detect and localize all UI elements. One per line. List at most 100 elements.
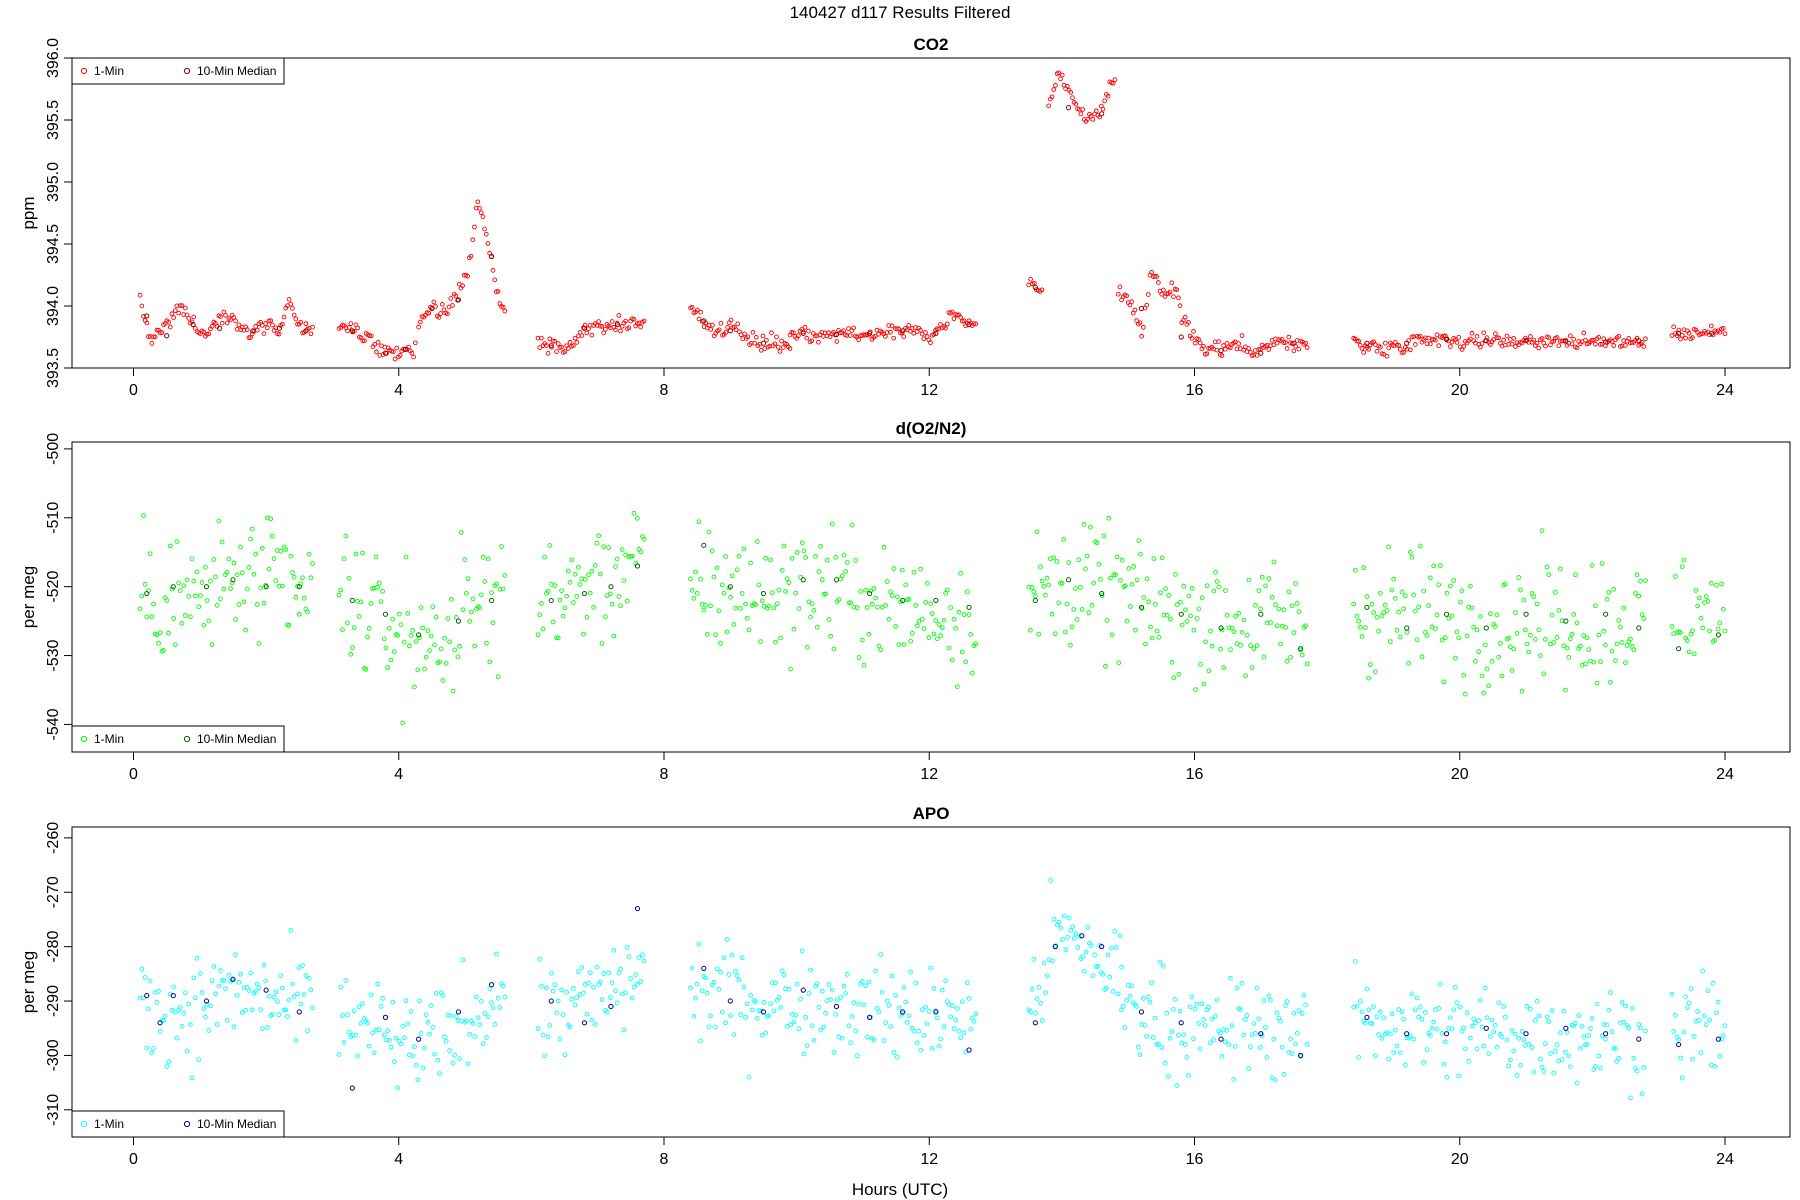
data-point	[829, 521, 835, 527]
data-point	[286, 997, 292, 1003]
data-point	[1636, 593, 1642, 599]
data-point	[1059, 72, 1065, 78]
data-point	[1671, 324, 1677, 330]
data-point	[1443, 1039, 1448, 1045]
data-point	[1066, 560, 1072, 565]
data-point	[1491, 1029, 1497, 1035]
median-point	[760, 1009, 767, 1015]
median-point	[1052, 944, 1058, 950]
data-point	[540, 626, 546, 632]
data-point	[1169, 1029, 1175, 1034]
median-point	[170, 992, 176, 999]
data-point	[1268, 620, 1273, 625]
data-point	[303, 973, 309, 978]
data-point	[1700, 968, 1706, 974]
data-point	[1053, 631, 1058, 637]
data-point	[1177, 303, 1183, 309]
data-point	[1068, 642, 1073, 648]
data-point	[1421, 588, 1427, 594]
data-point	[1394, 627, 1400, 633]
data-point	[1109, 945, 1114, 951]
median-point	[349, 328, 355, 334]
data-point	[273, 578, 279, 584]
data-point	[1038, 1001, 1043, 1006]
data-point	[1085, 116, 1091, 122]
data-point	[1396, 1007, 1402, 1012]
median-point	[701, 542, 707, 548]
data-point	[723, 554, 728, 559]
data-point	[918, 327, 923, 333]
data-point	[969, 670, 975, 676]
data-point	[254, 327, 260, 333]
data-point	[422, 666, 427, 672]
data-point	[1104, 618, 1110, 623]
data-point	[246, 335, 252, 341]
data-point	[308, 987, 314, 993]
data-point	[139, 303, 145, 309]
data-point	[1531, 337, 1537, 343]
data-point	[171, 315, 176, 320]
data-point	[465, 273, 471, 279]
data-point	[1116, 660, 1122, 666]
data-point	[194, 955, 200, 961]
data-point	[1115, 991, 1121, 997]
data-point	[1075, 945, 1081, 950]
data-point	[1296, 346, 1302, 352]
data-point	[903, 582, 908, 588]
data-point	[699, 988, 705, 994]
data-point	[550, 988, 556, 994]
data-point	[472, 1034, 478, 1039]
data-point	[268, 318, 274, 324]
data-point	[1407, 1033, 1413, 1039]
data-point	[1281, 1072, 1287, 1077]
data-point	[698, 1038, 703, 1044]
median-point	[1523, 1031, 1529, 1037]
median-point	[833, 1003, 840, 1010]
data-point	[611, 633, 617, 639]
data-point	[1028, 1009, 1033, 1015]
data-point	[1127, 993, 1133, 999]
data-point	[177, 588, 183, 593]
data-point	[1489, 658, 1495, 664]
data-point	[477, 605, 483, 610]
data-point	[1448, 344, 1453, 349]
data-point	[808, 614, 813, 620]
data-point	[552, 982, 558, 988]
data-point	[141, 513, 146, 518]
data-point	[479, 592, 484, 598]
median-point	[1291, 340, 1297, 346]
median-point	[144, 590, 150, 597]
data-point	[608, 995, 613, 1000]
data-point	[1288, 655, 1293, 660]
median-point	[488, 597, 495, 604]
data-point	[1284, 658, 1290, 664]
data-point	[1211, 588, 1217, 594]
data-point	[1090, 117, 1096, 122]
data-point	[433, 991, 439, 996]
data-point	[1263, 583, 1268, 589]
data-point	[1641, 1065, 1647, 1070]
data-point	[288, 553, 294, 559]
data-point	[953, 1017, 959, 1023]
data-point	[861, 662, 867, 668]
data-point	[1484, 1015, 1490, 1021]
data-point	[341, 1040, 347, 1045]
data-point	[1301, 992, 1307, 998]
data-point	[794, 550, 800, 555]
x-tick-label: 4	[394, 766, 403, 783]
data-point	[499, 544, 504, 549]
data-point	[1132, 307, 1138, 313]
data-point	[958, 315, 963, 320]
data-point	[1604, 1022, 1610, 1028]
data-point	[769, 980, 775, 986]
data-point	[296, 965, 302, 970]
data-point	[1296, 1008, 1302, 1013]
median-point	[1032, 1020, 1038, 1026]
data-point	[1374, 1014, 1380, 1020]
data-point	[1171, 294, 1176, 300]
data-point	[1426, 603, 1432, 608]
data-point	[1123, 583, 1128, 589]
data-point	[1063, 947, 1069, 953]
data-point	[480, 214, 486, 220]
